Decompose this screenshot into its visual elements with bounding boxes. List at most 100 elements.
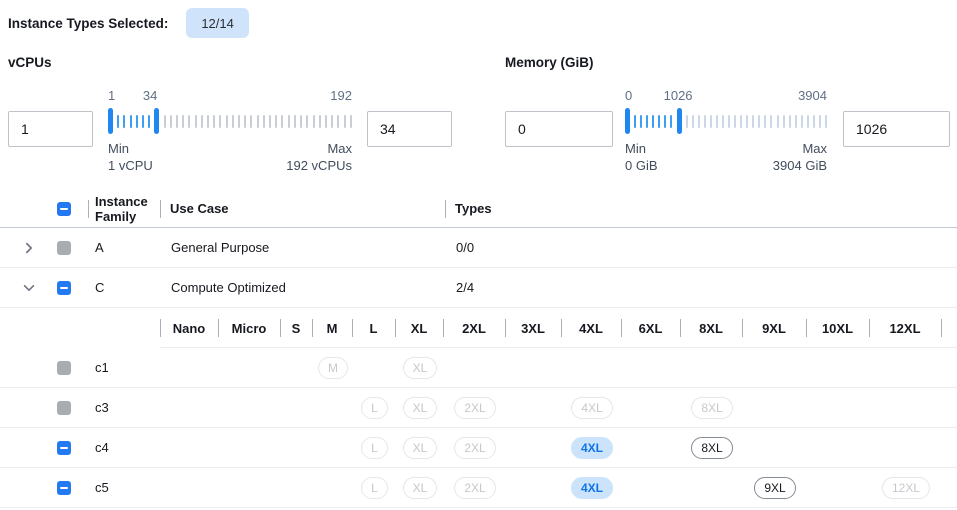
slider-tick [349, 114, 352, 128]
size-cell-6xl [622, 388, 681, 428]
size-cell-10xl [807, 348, 870, 388]
checkbox-cell [48, 240, 88, 255]
size-cell-s [281, 428, 313, 468]
column-separator [88, 199, 89, 218]
memory-max-input[interactable] [843, 111, 950, 147]
size-cell-m [313, 428, 353, 468]
slider-tick [337, 114, 340, 128]
slider-tick [728, 114, 730, 128]
vcpus-max-caption: Max [327, 141, 352, 156]
size-cell-3xl [506, 388, 562, 428]
slider-tick [123, 114, 126, 128]
instance-checkbox-c4[interactable] [57, 440, 71, 455]
slider-tick [275, 114, 278, 128]
size-pill-c5-12xl: 12XL [881, 476, 931, 499]
memory-slider-max-label: 3904 [798, 88, 827, 103]
instance-name: c1 [95, 360, 109, 375]
slider-handle[interactable] [625, 108, 630, 134]
vcpus-min-caption: Min [108, 141, 129, 156]
size-pill-c5-2xl: 2XL [454, 476, 496, 499]
instance-family-table: Instance Family Use Case Types A General … [0, 190, 957, 508]
checkbox-cell [48, 400, 88, 415]
slider-tick [148, 114, 151, 128]
size-cell-3xl [506, 428, 562, 468]
slider-tick [746, 114, 749, 128]
slider-tick [163, 114, 166, 128]
vcpus-slider: 1 34 192 Min 1 vCPU Max 192 vCPUs [108, 88, 352, 174]
slider-tick [300, 114, 303, 128]
vcpus-slider-track[interactable] [108, 107, 352, 135]
use-case: Compute Optimized [171, 280, 286, 295]
vcpus-max-input[interactable] [367, 111, 452, 147]
memory-max-caption: Max [802, 141, 827, 156]
instance-family-row-A: A General Purpose 0/0 [0, 228, 957, 268]
family-checkbox-C[interactable] [57, 280, 71, 295]
memory-slider-track[interactable] [625, 107, 827, 135]
size-cell-4xl: 4XL [562, 388, 622, 428]
slider-tick [691, 114, 694, 128]
slider-tick [770, 114, 773, 128]
select-all-checkbox[interactable] [57, 201, 71, 216]
slider-handle[interactable] [154, 108, 160, 134]
slider-tick [758, 114, 761, 128]
use-case-column-header: Use Case [170, 201, 229, 216]
size-pill-c4-4xl[interactable]: 4XL [570, 436, 613, 459]
size-cell-m: M [313, 348, 353, 388]
size-pill-c5-4xl[interactable]: 4XL [570, 476, 613, 499]
size-cell-nano [161, 388, 219, 428]
slider-tick [129, 114, 132, 128]
memory-min-input[interactable] [505, 111, 613, 147]
slider-tick [281, 114, 284, 128]
size-cell-micro [219, 348, 281, 388]
size-cell-2xl: 2XL [444, 468, 506, 508]
slider-tick [697, 114, 700, 128]
size-cell-2xl [444, 348, 506, 388]
instance-name: c5 [95, 480, 109, 495]
slider-tick [318, 114, 321, 128]
size-cell-s [281, 468, 313, 508]
slider-tick [194, 114, 197, 128]
size-pill-c3-l: L [361, 396, 388, 419]
slider-tick [634, 114, 637, 128]
expand-chevron-icon[interactable] [22, 241, 36, 255]
family-name: C [95, 280, 105, 295]
size-pill-c4-8xl[interactable]: 8XL [691, 436, 733, 459]
size-pill-c3-4xl: 4XL [571, 396, 613, 419]
vcpus-slider-high-label: 34 [142, 88, 158, 103]
vcpus-min-input[interactable] [8, 111, 93, 147]
slider-tick [652, 114, 655, 128]
slider-tick [142, 114, 145, 128]
collapse-chevron-icon[interactable] [22, 281, 36, 295]
slider-tick [685, 114, 688, 128]
instance-family-column-header: Instance Family [95, 193, 148, 224]
size-cell-6xl [622, 428, 681, 468]
size-pill-grid: L XL 2XL 4XL 9XL 12XL [161, 468, 942, 508]
checkbox-cell [48, 280, 88, 295]
slider-tick [825, 114, 827, 128]
vcpus-filter: vCPUs 1 34 192 Min 1 vCPU Max 192 vCPUs [8, 55, 454, 174]
size-pill-c3-8xl: 8XL [691, 396, 733, 419]
size-cell-l: L [353, 428, 396, 468]
selection-count-badge: 12/14 [186, 8, 249, 38]
size-cell-2xl: 2XL [444, 388, 506, 428]
slider-handle[interactable] [108, 108, 113, 134]
size-cell-8xl: 8XL [681, 428, 743, 468]
size-column-header-nano: Nano [160, 308, 218, 348]
instance-name: c4 [95, 440, 109, 455]
instance-row-c4: c4 L XL 2XL 4XL 8XL [0, 428, 957, 468]
slider-tick [818, 114, 821, 128]
memory-max-value: 3904 GiB [772, 158, 827, 173]
slider-handle[interactable] [676, 108, 682, 134]
size-pill-c4-2xl: 2XL [454, 436, 496, 459]
size-pill-c5-9xl[interactable]: 9XL [754, 476, 796, 499]
size-column-header-4xl: 4XL [561, 308, 621, 348]
family-name: A [95, 240, 104, 255]
slider-tick [721, 114, 724, 128]
slider-tick [256, 114, 259, 128]
size-column-header-micro: Micro [218, 308, 280, 348]
size-cell-8xl [681, 468, 743, 508]
size-pill-c5-l: L [361, 476, 388, 499]
size-cell-10xl [807, 428, 870, 468]
instance-checkbox-c5[interactable] [57, 480, 71, 495]
size-cell-3xl [506, 348, 562, 388]
